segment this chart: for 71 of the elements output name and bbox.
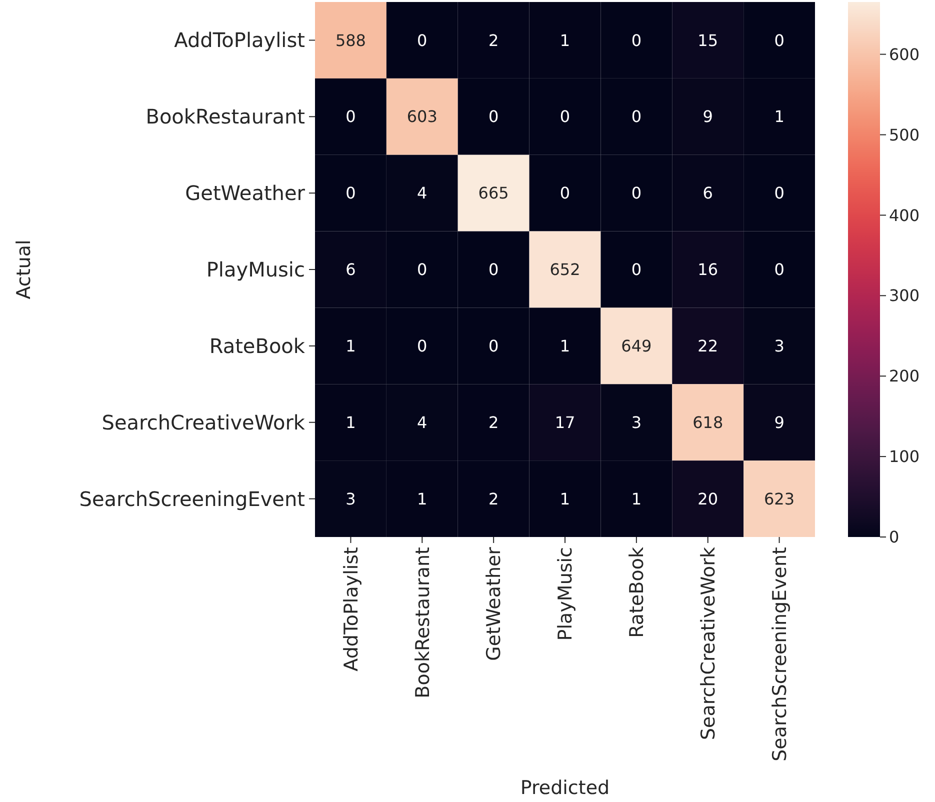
data-label: 0 <box>417 336 428 356</box>
x-tick-label: RateBook <box>626 547 648 638</box>
color-bar-label: 100 <box>889 447 920 466</box>
data-label: 1 <box>417 489 428 508</box>
data-label: 1 <box>560 336 570 356</box>
x-tick-label: SearchScreeningEvent <box>768 547 791 762</box>
data-label: 0 <box>631 30 642 50</box>
data-label: 6 <box>346 260 356 280</box>
data-label: 0 <box>346 184 356 203</box>
data-label: 603 <box>406 107 438 126</box>
data-label: 588 <box>335 30 366 50</box>
color-bar-label: 400 <box>889 206 920 225</box>
y-tick-label: PlayMusic <box>206 258 305 282</box>
data-label: 0 <box>560 107 570 126</box>
x-tick-label: GetWeather <box>483 546 506 661</box>
data-label: 652 <box>550 260 580 280</box>
data-label: 623 <box>764 489 795 508</box>
data-label: 4 <box>417 412 428 432</box>
data-label: 1 <box>346 336 356 356</box>
data-label: 2 <box>488 30 499 50</box>
color-bar-label: 600 <box>889 44 920 64</box>
data-label: 0 <box>488 336 499 356</box>
data-label: 0 <box>560 184 570 203</box>
data-label: 15 <box>698 30 718 50</box>
data-label: 3 <box>774 336 784 356</box>
data-label: 0 <box>631 260 642 280</box>
y-tick-label: SearchCreativeWork <box>102 410 306 434</box>
y-tick-label: RateBook <box>209 334 306 358</box>
data-label: 4 <box>417 184 428 203</box>
data-label: 3 <box>346 489 356 508</box>
data-label: 20 <box>698 489 718 508</box>
data-label: 17 <box>554 412 576 432</box>
data-label: 618 <box>692 412 724 432</box>
x-axis-title: Predicted <box>520 777 610 799</box>
data-label: 9 <box>702 107 713 126</box>
y-tick-label: AddToPlaylist <box>174 28 306 52</box>
x-tick-label: PlayMusic <box>554 547 577 641</box>
data-label: 649 <box>621 336 652 356</box>
data-label: 3 <box>631 412 642 432</box>
color-bar-label: 0 <box>889 528 900 547</box>
data-label: 0 <box>631 107 642 126</box>
data-label: 0 <box>774 184 784 203</box>
data-label: 16 <box>698 260 718 280</box>
data-label: 0 <box>488 107 499 126</box>
color-bar-label: 300 <box>889 286 920 306</box>
data-label: 1 <box>560 30 570 50</box>
data-label: 2 <box>488 489 499 508</box>
data-label: 665 <box>478 184 509 203</box>
data-label: 1 <box>631 489 642 508</box>
color-bar-label: 500 <box>889 125 920 144</box>
data-label: 1 <box>560 489 570 508</box>
data-label: 0 <box>417 260 428 280</box>
y-tick-label: SearchScreeningEvent <box>79 486 306 511</box>
data-label: 1 <box>346 412 356 432</box>
x-tick-label: SearchCreativeWork <box>698 547 720 740</box>
y-tick-label: GetWeather <box>185 181 306 206</box>
data-label: 1 <box>774 107 784 126</box>
data-label: 0 <box>488 260 499 280</box>
data-label: 0 <box>346 107 356 126</box>
data-label: 9 <box>774 412 784 432</box>
data-label: 22 <box>698 336 718 356</box>
y-tick-label: BookRestaurant <box>146 104 306 129</box>
x-tick-label: BookRestaurant <box>412 547 434 698</box>
data-label: 0 <box>631 184 642 203</box>
data-label: 0 <box>774 30 784 50</box>
y-axis-title: Actual <box>13 240 35 300</box>
data-label: 2 <box>488 412 499 432</box>
data-label: 0 <box>774 260 784 280</box>
data-label: 0 <box>417 30 428 50</box>
color-bar-label: 200 <box>889 366 920 386</box>
data-label: 6 <box>702 184 713 203</box>
